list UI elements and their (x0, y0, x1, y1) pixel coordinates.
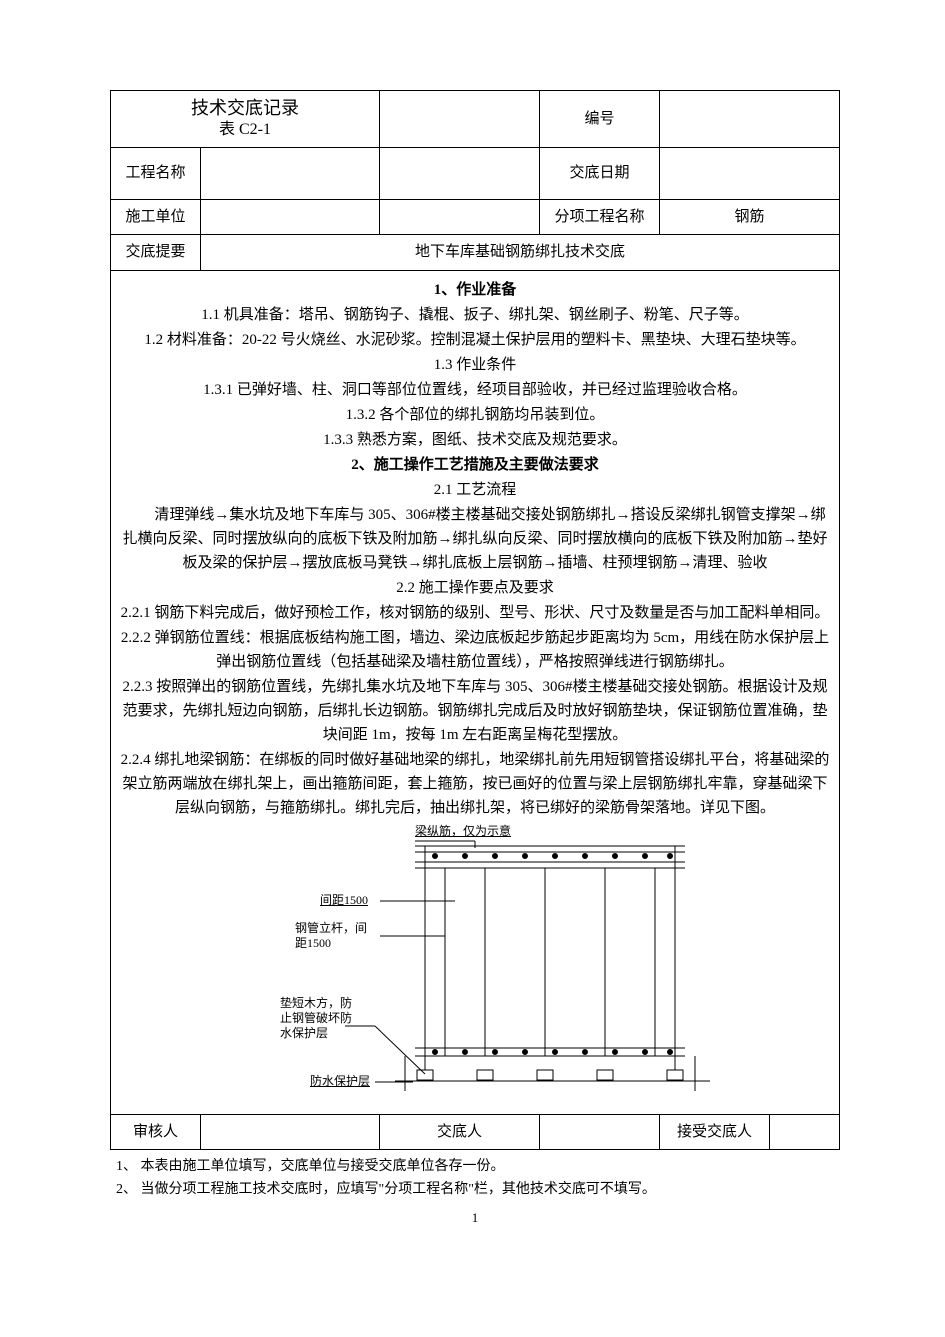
diagram-label-protect: 防水保护层 (310, 1074, 370, 1089)
section-1-heading: 1、作业准备 (119, 278, 831, 302)
title-line2: 表 C2-1 (119, 120, 371, 141)
diagram-label-gap: 间距1500 (320, 893, 368, 908)
line-1-3-3: 1.3.3 熟悉方案，图纸、技术交底及规范要求。 (119, 428, 831, 452)
gcmc-value (201, 148, 380, 200)
bianhao-value (660, 91, 840, 148)
jd-value (540, 1114, 660, 1150)
line-2-1: 2.1 工艺流程 (119, 478, 831, 502)
note-2: 2、 当做分项工程施工技术交底时，应填写"分项工程名称"栏，其他技术交底可不填写… (116, 1179, 840, 1200)
sgdw-label: 施工单位 (111, 199, 201, 235)
jdty-value: 地下车库基础钢筋绑扎技术交底 (201, 235, 840, 271)
line-2-2-2: 2.2.2 弹钢筋位置线：根据底板结构施工图，墙边、梁边底板起步筋起步距离均为 … (119, 626, 831, 674)
jdrq-value (660, 148, 840, 200)
content-cell: 1、作业准备 1.1 机具准备：塔吊、钢筋钩子、撬棍、扳子、绑扎架、钢丝刷子、粉… (111, 270, 840, 1114)
gcmc-label: 工程名称 (111, 148, 201, 200)
line-1-2: 1.2 材料准备：20-22 号火烧丝、水泥砂浆。控制混凝土保护层用的塑料卡、黑… (119, 328, 831, 352)
jd-label: 交底人 (380, 1114, 540, 1150)
audit-value (201, 1114, 380, 1150)
receive-label: 接受交底人 (660, 1114, 770, 1150)
page-number: 1 (110, 1208, 840, 1228)
footer-notes: 1、 本表由施工单位填写，交底单位与接受交底单位各存一份。 2、 当做分项工程施… (110, 1150, 840, 1200)
section-2-heading: 2、施工操作工艺措施及主要做法要求 (119, 453, 831, 477)
spacer-2 (380, 148, 540, 200)
bianhao-label: 编号 (540, 91, 660, 148)
receive-value (770, 1114, 840, 1150)
title-line1: 技术交底记录 (119, 97, 371, 120)
line-1-3: 1.3 作业条件 (119, 353, 831, 377)
flow-text: 清理弹线→集水坑及地下车库与 305、306#楼主楼基础交接处钢筋绑扎→搭设反梁… (119, 503, 831, 575)
line-2-2: 2.2 施工操作要点及要求 (119, 576, 831, 600)
spacer-1 (380, 91, 540, 148)
note-1: 1、 本表由施工单位填写，交底单位与接受交底单位各存一份。 (116, 1156, 840, 1177)
jdrq-label: 交底日期 (540, 148, 660, 200)
spacer-3 (380, 199, 540, 235)
diagram-label-pipe: 钢管立杆，间 距1500 (295, 921, 367, 951)
line-1-1: 1.1 机具准备：塔吊、钢筋钩子、撬棍、扳子、绑扎架、钢丝刷子、粉笔、尺子等。 (119, 303, 831, 327)
audit-label: 审核人 (111, 1114, 201, 1150)
line-2-2-3: 2.2.3 按照弹出的钢筋位置线，先绑扎集水坑及地下车库与 305、306#楼主… (119, 675, 831, 747)
beam-diagram-svg (225, 826, 725, 1106)
title-cell: 技术交底记录 表 C2-1 (111, 91, 380, 148)
line-2-2-1: 2.2.1 钢筋下料完成后，做好预检工作，核对钢筋的级别、型号、形状、尺寸及数量… (119, 601, 831, 625)
line-1-3-2: 1.3.2 各个部位的绑扎钢筋均吊装到位。 (119, 403, 831, 427)
line-2-2-4: 2.2.4 绑扎地梁钢筋：在绑板的同时做好基础地梁的绑扎，地梁绑扎前先用短钢管搭… (119, 748, 831, 820)
sgdw-value (201, 199, 380, 235)
fxgc-value: 钢筋 (660, 199, 840, 235)
diagram-label-top: 梁纵筋，仅为示意 (415, 824, 511, 839)
diagram-label-wood: 垫短木方，防 止钢管破坏防 水保护层 (280, 996, 352, 1041)
jdty-label: 交底提要 (111, 235, 201, 271)
beam-diagram: 梁纵筋，仅为示意 间距1500 钢管立杆，间 距1500 垫短木方，防 止钢管破… (225, 826, 725, 1106)
main-table: 技术交底记录 表 C2-1 编号 工程名称 交底日期 施工单位 分项工程名称 钢… (110, 90, 840, 1150)
line-1-3-1: 1.3.1 已弹好墙、柱、洞口等部位位置线，经项目部验收，并已经过监理验收合格。 (119, 378, 831, 402)
fxgc-label: 分项工程名称 (540, 199, 660, 235)
